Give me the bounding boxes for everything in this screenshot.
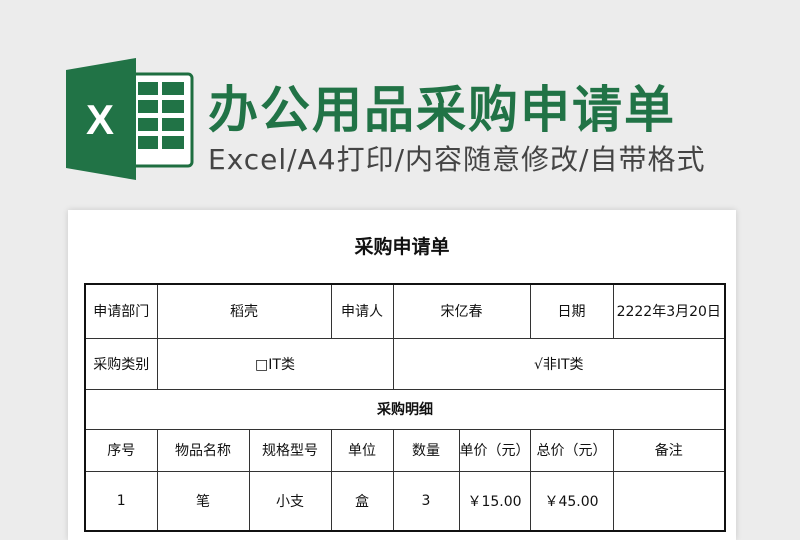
banner-title: 办公用品采购申请单: [208, 81, 676, 139]
label-date: 日期: [529, 283, 614, 339]
header-row: 序号 物品名称 规格型号 单位 数量 单价（元） 总价（元） 备注: [84, 428, 726, 472]
cell: 小支: [248, 470, 332, 532]
svg-text:X: X: [86, 96, 114, 143]
label-applicant: 申请人: [330, 283, 394, 339]
header-cell: 单价（元）: [458, 428, 531, 472]
purchase-table: 申请部门 稻壳 申请人 宋亿春 日期 2222年3月20日 采购类别 □IT类 …: [84, 283, 726, 532]
value-dept: 稻壳: [156, 283, 332, 339]
header-cell: 总价（元）: [529, 428, 614, 472]
value-applicant: 宋亿春: [392, 283, 531, 339]
cell: 3: [392, 470, 460, 532]
header-cell: 物品名称: [156, 428, 250, 472]
document-preview: 采购申请单 申请部门 稻壳 申请人 宋亿春 日期 2222年3月20日 采购类别…: [68, 210, 736, 540]
table-row: 采购明细: [84, 388, 726, 430]
excel-logo-icon: X: [66, 58, 194, 180]
header-cell: 规格型号: [248, 428, 332, 472]
header-cell: 单位: [330, 428, 394, 472]
banner-subtitle: Excel/A4打印/内容随意修改/自带格式: [208, 143, 706, 176]
header-cell: 序号: [84, 428, 158, 472]
cell: 1: [84, 470, 158, 532]
table-row: 申请部门 稻壳 申请人 宋亿春 日期 2222年3月20日: [84, 283, 726, 339]
cell: 盒: [330, 470, 394, 532]
label-dept: 申请部门: [84, 283, 158, 339]
value-date: 2222年3月20日: [612, 283, 726, 339]
table-row: 采购类别 □IT类 √非IT类: [84, 337, 726, 390]
header-cell: 数量: [392, 428, 460, 472]
label-category: 采购类别: [84, 337, 158, 390]
option-non-it: √非IT类: [392, 337, 726, 390]
table-row: 1 笔 小支 盒 3 ￥15.00 ￥45.00: [84, 470, 726, 532]
cell: ￥45.00: [529, 470, 614, 532]
cell: ￥15.00: [458, 470, 531, 532]
option-it: □IT类: [156, 337, 394, 390]
section-title: 采购明细: [84, 388, 726, 430]
cell: [612, 470, 726, 532]
document-title: 采购申请单: [354, 236, 450, 258]
cell: 笔: [156, 470, 250, 532]
header-cell: 备注: [612, 428, 726, 472]
